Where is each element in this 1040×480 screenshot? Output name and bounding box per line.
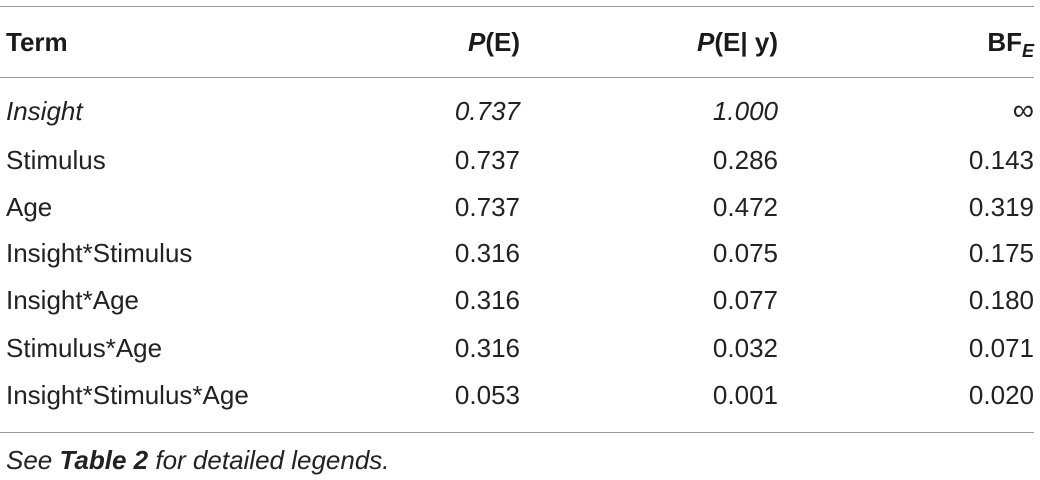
row-pey: 0.001 (712, 380, 778, 410)
header-pe-italic: P (467, 27, 486, 57)
table-row: Insight 0.737 1.000 ∞ (0, 88, 1040, 134)
header-prior-probability: P(E) (468, 19, 520, 65)
table-header-rule (0, 77, 1034, 78)
table-top-rule (0, 6, 1034, 7)
row-term: Insight*Stimulus*Age (6, 380, 249, 410)
header-pe-rest: (E) (485, 27, 520, 57)
row-pe: 0.316 (454, 238, 520, 268)
table-footnote: See Table 2 for detailed legends. (6, 440, 390, 480)
row-pey: 0.075 (712, 238, 778, 268)
footnote-prefix: See (6, 445, 60, 475)
header-bf-sub: E (1021, 41, 1034, 61)
row-term: Insight*Age (6, 285, 139, 315)
header-pey-italic: P (697, 27, 715, 57)
row-term: Insight (6, 96, 83, 126)
table-row: Stimulus 0.737 0.286 0.143 (0, 137, 1040, 183)
row-bf: 0.180 (968, 285, 1034, 315)
table-row: Insight*Age 0.316 0.077 0.180 (0, 277, 1040, 323)
table-bottom-rule (0, 432, 1034, 433)
row-term: Stimulus*Age (6, 333, 163, 363)
row-pey: 0.472 (712, 192, 778, 222)
header-posterior-probability: P(E| y) (697, 19, 778, 65)
row-bf: 0.071 (968, 333, 1034, 363)
row-pey: 0.286 (712, 145, 778, 175)
row-bf: 0.175 (968, 238, 1034, 268)
header-bf-main: BF (987, 27, 1022, 57)
header-pey-rest: (E| y) (714, 27, 778, 57)
header-term: Term (6, 27, 68, 57)
table-row: Age 0.737 0.472 0.319 (0, 184, 1040, 230)
row-pey: 1.000 (712, 96, 778, 126)
row-pe: 0.737 (454, 192, 520, 222)
row-pe: 0.737 (454, 145, 520, 175)
header-bayes-factor: BFE (987, 19, 1034, 65)
footnote-suffix: for detailed legends. (148, 445, 390, 475)
row-pe: 0.053 (454, 380, 520, 410)
row-pe: 0.316 (454, 333, 520, 363)
row-term: Stimulus (6, 145, 106, 175)
row-bf: ∞ (1012, 94, 1034, 127)
row-pe: 0.737 (454, 96, 520, 126)
row-pey: 0.077 (712, 285, 778, 315)
table-row: Stimulus*Age 0.316 0.032 0.071 (0, 325, 1040, 371)
row-term: Insight*Stimulus (6, 238, 193, 268)
row-bf: 0.143 (968, 145, 1034, 175)
row-bf: 0.319 (968, 192, 1034, 222)
table-header-row: Term P(E) P(E| y) BFE (0, 19, 1040, 65)
table-row: Insight*Stimulus 0.316 0.075 0.175 (0, 230, 1040, 276)
table-row: Insight*Stimulus*Age 0.053 0.001 0.020 (0, 372, 1040, 418)
row-bf: 0.020 (968, 380, 1034, 410)
footnote-table-reference: Table 2 (59, 445, 149, 475)
row-pe: 0.316 (454, 285, 520, 315)
row-term: Age (6, 192, 53, 222)
row-pey: 0.032 (712, 333, 778, 363)
